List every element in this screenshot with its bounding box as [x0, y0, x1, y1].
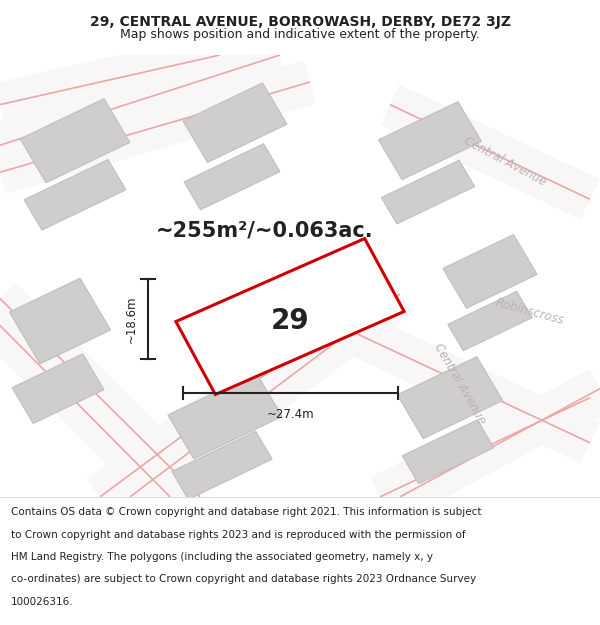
Text: Map shows position and indicative extent of the property.: Map shows position and indicative extent…	[120, 28, 480, 41]
Text: ~255m²/~0.063ac.: ~255m²/~0.063ac.	[156, 221, 374, 241]
Polygon shape	[168, 372, 282, 459]
Polygon shape	[172, 431, 272, 499]
Polygon shape	[382, 160, 475, 224]
Text: 29: 29	[271, 307, 310, 335]
Text: Central Avenue: Central Avenue	[461, 134, 548, 189]
Polygon shape	[176, 239, 404, 394]
Text: ~27.4m: ~27.4m	[266, 408, 314, 421]
Polygon shape	[379, 102, 481, 179]
Polygon shape	[24, 159, 126, 230]
Polygon shape	[443, 234, 537, 308]
Polygon shape	[12, 354, 104, 424]
Polygon shape	[20, 99, 130, 182]
Polygon shape	[402, 420, 494, 484]
Polygon shape	[183, 83, 287, 162]
Text: HM Land Registry. The polygons (including the associated geometry, namely x, y: HM Land Registry. The polygons (includin…	[11, 552, 433, 562]
Polygon shape	[184, 144, 280, 210]
Text: Contains OS data © Crown copyright and database right 2021. This information is : Contains OS data © Crown copyright and d…	[11, 507, 481, 517]
Polygon shape	[10, 278, 110, 364]
Polygon shape	[397, 357, 503, 439]
Text: 100026316.: 100026316.	[11, 597, 73, 607]
Text: ~18.6m: ~18.6m	[125, 295, 138, 343]
Text: 29, CENTRAL AVENUE, BORROWASH, DERBY, DE72 3JZ: 29, CENTRAL AVENUE, BORROWASH, DERBY, DE…	[89, 16, 511, 29]
Text: Central Avenue: Central Avenue	[431, 341, 488, 427]
Text: co-ordinates) are subject to Crown copyright and database rights 2023 Ordnance S: co-ordinates) are subject to Crown copyr…	[11, 574, 476, 584]
Text: to Crown copyright and database rights 2023 and is reproduced with the permissio: to Crown copyright and database rights 2…	[11, 529, 466, 539]
Text: Robinscross: Robinscross	[494, 297, 566, 328]
Polygon shape	[448, 291, 532, 351]
